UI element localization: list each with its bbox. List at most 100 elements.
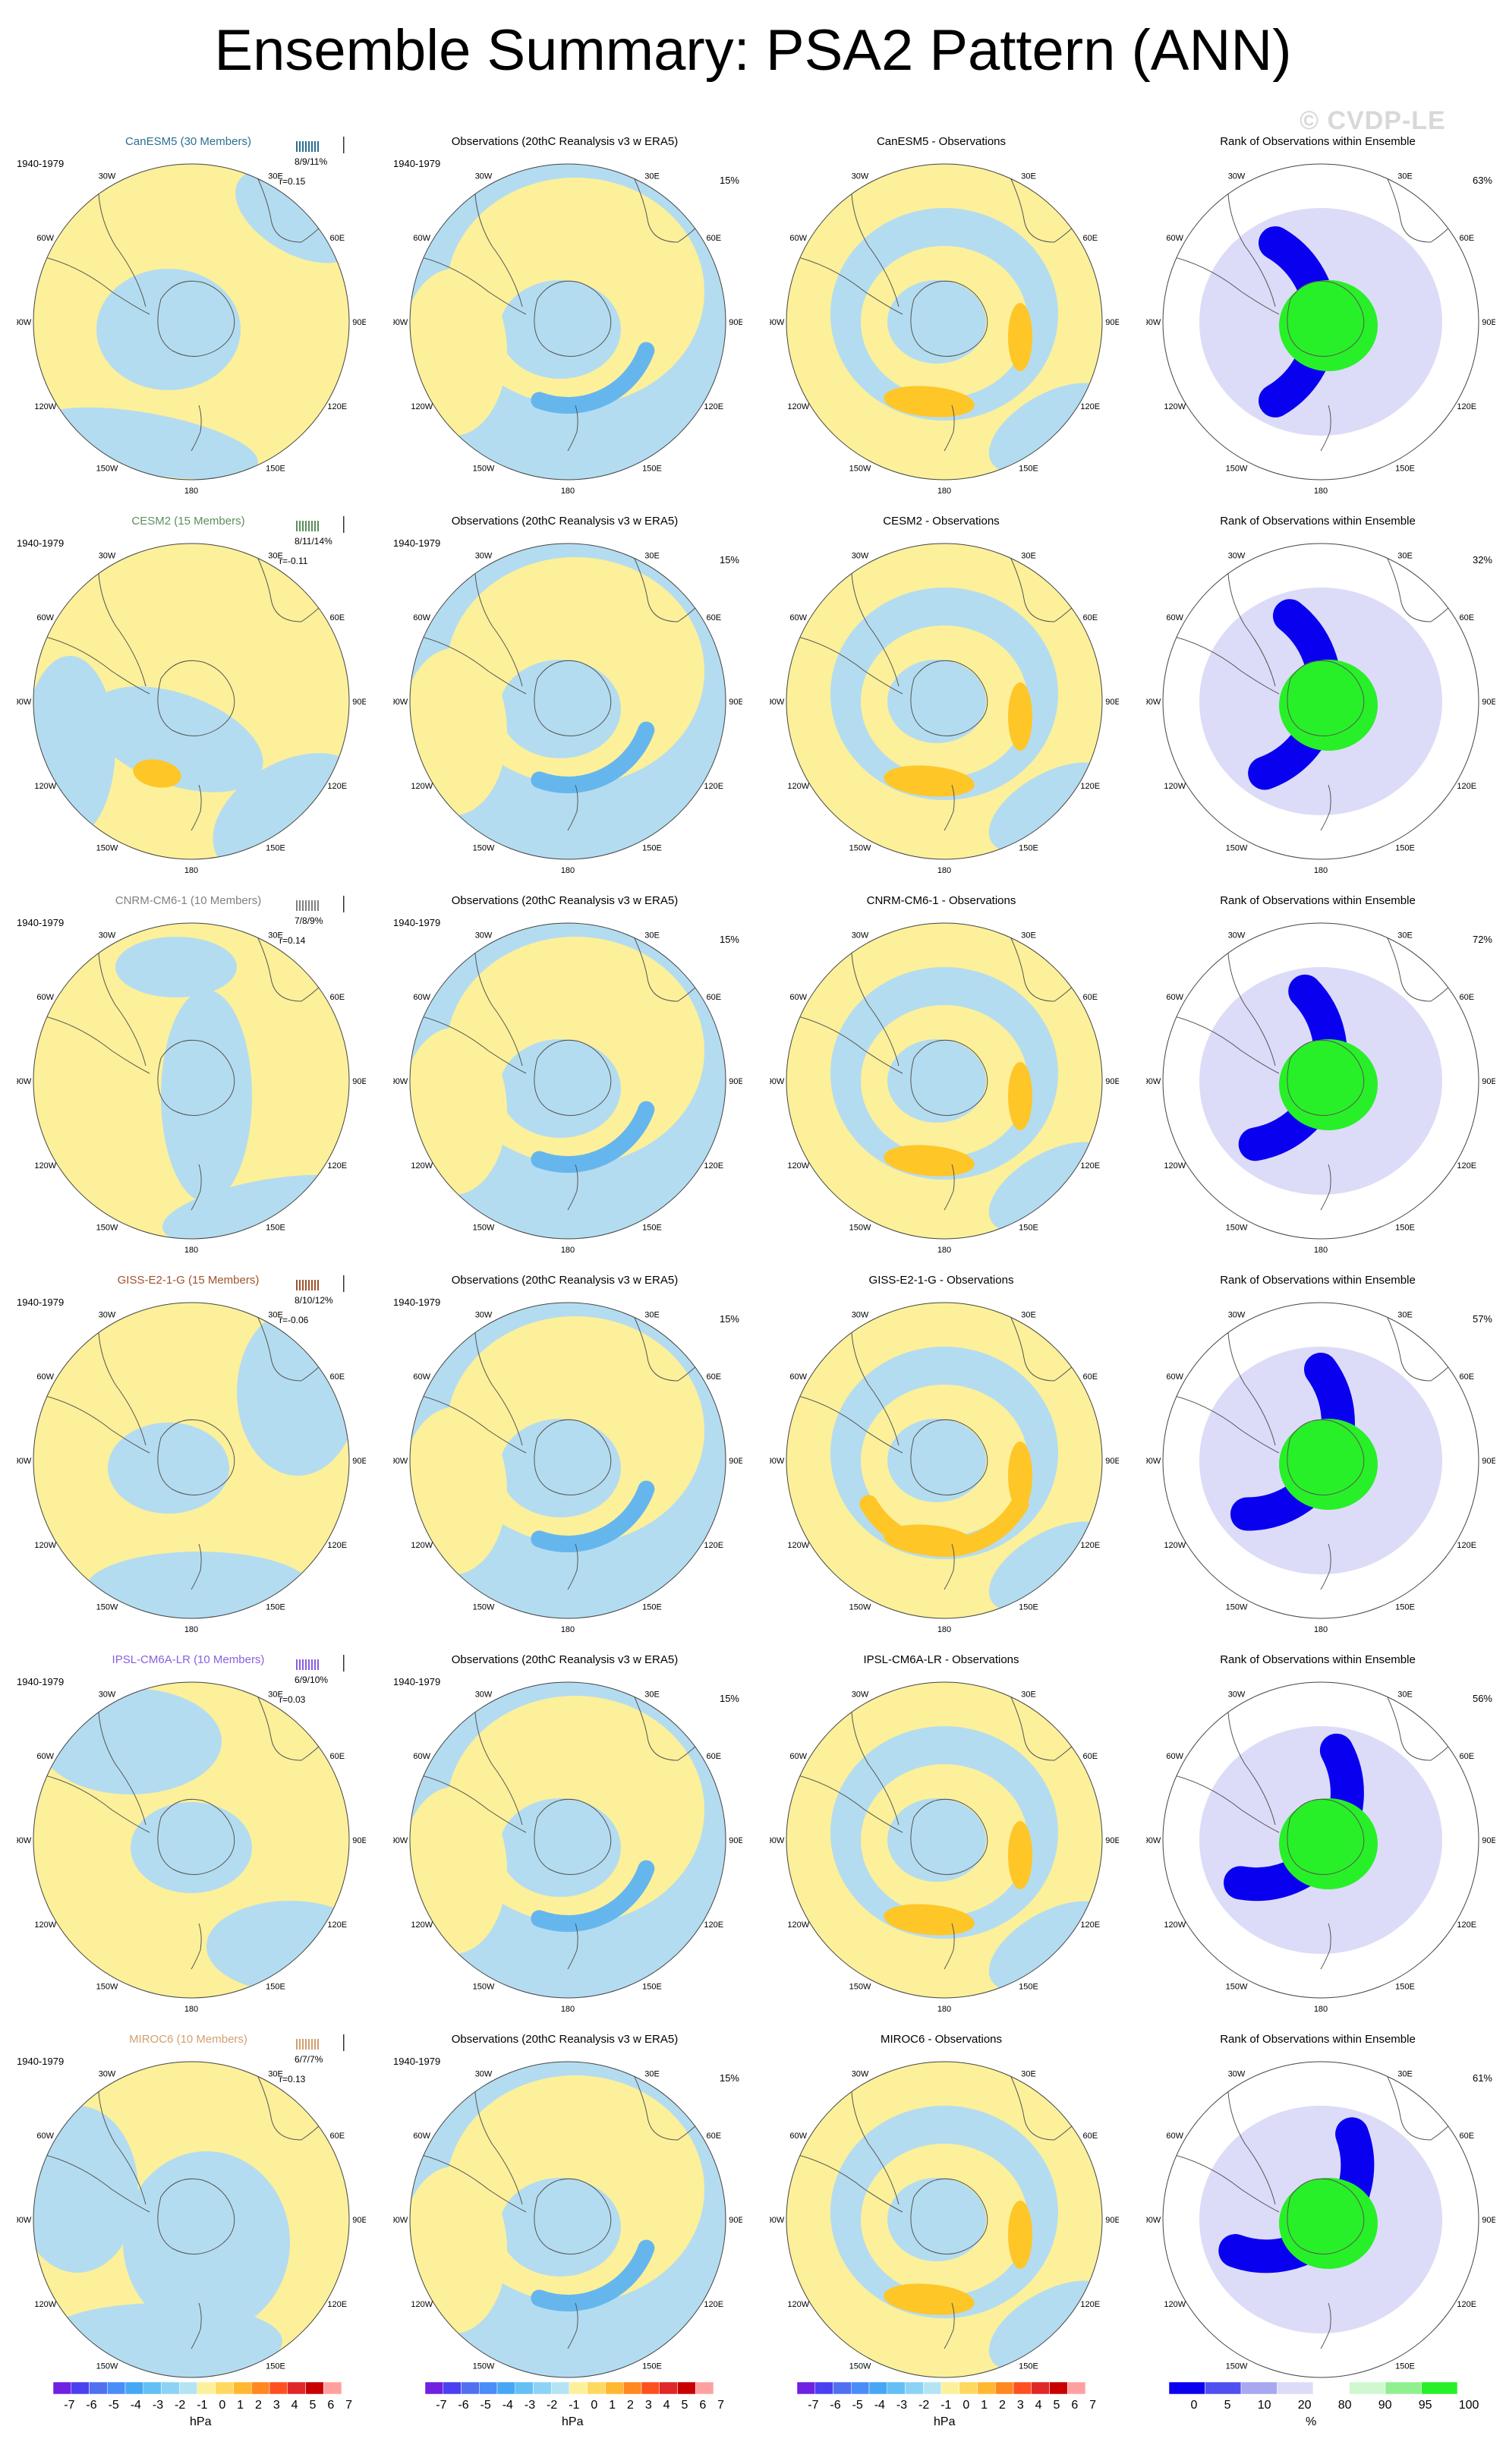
colorbar-tick: -3 <box>152 2399 164 2412</box>
longitude-label: 90E <box>352 1836 366 1845</box>
map-boundary <box>1162 2061 1479 2378</box>
longitude-label: 120W <box>1164 1541 1186 1550</box>
longitude-label: 120W <box>787 1920 809 1930</box>
longitude-label: 90W <box>770 2216 785 2225</box>
longitude-label: 180 <box>561 1625 575 1634</box>
ensemble-mean-panel: MIROC6 (10 Members) 1940-1979 6/7/7% r=0.13… <box>0 2012 376 2393</box>
colorbar-unit: % <box>1306 2415 1317 2428</box>
colorbar-tick: 0 <box>219 2399 226 2412</box>
member-bar <box>317 2039 319 2050</box>
panel-title: Rank of Observations within Ensemble <box>1220 1274 1416 1287</box>
map-boundary <box>409 1681 726 1999</box>
longitude-label: 60E <box>1082 1372 1098 1382</box>
member-bar <box>296 1280 298 1290</box>
polar-map: 030E60E90E120E150E180150W120W90W60W30W <box>770 1302 1119 1634</box>
member-bar <box>314 1659 316 1670</box>
member-bar <box>314 521 316 531</box>
rank-panel: Rank of Observations within Ensemble72%0… <box>1130 873 1506 1255</box>
colorbar-tick: 10 <box>1257 2399 1271 2412</box>
ensemble-mean-panel: CESM2 (15 Members) 1940-1979 8/11/14% r=-0.… <box>0 493 376 875</box>
longitude-label: 90W <box>770 1077 785 1086</box>
longitude-label: 180 <box>561 487 575 496</box>
longitude-label: 120W <box>411 1541 433 1550</box>
member-bar <box>314 2039 316 2050</box>
colorbar-swatch <box>1049 2382 1068 2395</box>
longitude-label: 30E <box>1021 1690 1036 1700</box>
map-boundary <box>409 1302 726 1619</box>
longitude-label: 90W <box>1146 318 1161 327</box>
panel-title: GISS-E2-1-G - Observations <box>868 1274 1014 1287</box>
colorbar-swatch <box>923 2382 942 2395</box>
panel-title: IPSL-CM6A-LR - Observations <box>863 1653 1019 1666</box>
variance-stats: 6/7/7% <box>295 2054 323 2065</box>
negative-anomaly-region <box>887 660 986 743</box>
colorbar-tick: 1 <box>981 2399 988 2412</box>
member-bar <box>305 2039 307 2050</box>
longitude-label: 90W <box>770 698 785 707</box>
longitude-label: 90W <box>1146 1077 1161 1086</box>
panel-title: GISS-E2-1-G (15 Members) <box>117 1274 260 1287</box>
colorbar-swatch <box>587 2382 606 2395</box>
antarctica-coastline <box>910 2178 988 2255</box>
longitude-label: 150W <box>1226 1602 1248 1612</box>
colorbar-swatch <box>533 2382 552 2395</box>
longitude-label: 30W <box>99 172 116 181</box>
explained-variance: 15% <box>719 554 739 566</box>
longitude-label: 90E <box>352 1457 366 1466</box>
strong-negative-anomaly-band <box>531 2239 655 2311</box>
strong-positive-anomaly-band <box>859 1495 1029 1557</box>
map-boundary <box>409 543 726 860</box>
colorbar-hpa-2 <box>425 2382 714 2395</box>
longitude-label: 150E <box>266 1223 285 1232</box>
colorbar-tick: 5 <box>1053 2399 1060 2412</box>
longitude-label: 30E <box>268 2070 283 2079</box>
strong-positive-anomaly-region <box>1008 682 1032 751</box>
polar-map: 030E60E90E120E150E180150W120W90W60W30W <box>770 2061 1119 2393</box>
longitude-label: 90W <box>17 698 32 707</box>
polar-map: 030E60E90E120E150E180150W120W90W60W30W <box>393 163 742 496</box>
colorbar-tick: 20 <box>1297 2399 1312 2412</box>
panel-title: Observations (20thC Reanalysis v3 w ERA5… <box>451 894 679 907</box>
colorbar-swatch <box>496 2382 515 2395</box>
longitude-label: 120W <box>1164 402 1186 411</box>
antarctica-coastline <box>157 280 235 358</box>
polar-map: 030E60E90E120E150E180150W120W90W60W30W <box>1146 1302 1495 1634</box>
difference-panel: CESM2 - Observations030E60E90E120E150E18… <box>753 493 1130 875</box>
longitude-label: 60E <box>706 234 721 243</box>
longitude-label: 90E <box>1482 1077 1495 1086</box>
colorbar-swatch <box>179 2382 198 2395</box>
map-boundary <box>33 2061 350 2378</box>
polar-map: 030E60E90E120E150E180150W120W90W60W30W <box>17 2061 366 2393</box>
longitude-label: 150E <box>1395 2362 1415 2371</box>
member-bar <box>317 521 319 531</box>
map-boundary <box>1162 543 1479 860</box>
longitude-label: 30E <box>1397 552 1413 561</box>
member-bar <box>302 900 304 911</box>
longitude-label: 60W <box>413 1752 430 1761</box>
colorbar-swatch <box>605 2382 624 2395</box>
longitude-label: 30W <box>99 931 116 941</box>
colorbar-tick: 5 <box>309 2399 317 2412</box>
longitude-label: 120W <box>411 402 433 411</box>
pattern-correlation: r=0.03 <box>279 1694 306 1705</box>
analysis-period: 1940-1979 <box>393 158 441 169</box>
longitude-label: 90E <box>1482 2216 1495 2225</box>
member-bar <box>308 1280 310 1290</box>
observations-panel: Observations (20thC Reanalysis v3 w ERA5… <box>376 2012 753 2393</box>
analysis-period: 1940-1979 <box>17 537 65 549</box>
member-bar <box>311 900 313 911</box>
map-boundary <box>1162 1302 1479 1619</box>
colorbar-tick: -3 <box>896 2399 908 2412</box>
member-bar <box>308 2039 310 2050</box>
polar-map: 030E60E90E120E150E180150W120W90W60W30W <box>1146 922 1495 1255</box>
colorbar-tick: 7 <box>1089 2399 1097 2412</box>
polar-map: 030E60E90E120E150E180150W120W90W60W30W <box>17 163 366 496</box>
colorbar-tick: 3 <box>273 2399 280 2412</box>
longitude-label: 60E <box>706 2132 721 2141</box>
longitude-label: 60E <box>1082 2132 1098 2141</box>
map-boundary <box>409 163 726 481</box>
map-boundary <box>409 2061 726 2378</box>
longitude-label: 90W <box>393 2216 408 2225</box>
member-spread-bars <box>296 896 345 912</box>
longitude-label: 60W <box>789 993 807 1002</box>
